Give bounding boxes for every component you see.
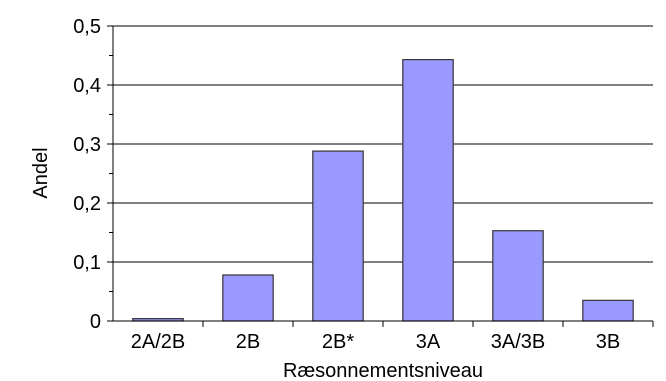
y-tick-label: 0,5 <box>73 16 101 38</box>
y-tick-label: 0,2 <box>73 193 101 215</box>
x-tick-label: 3B <box>596 331 620 353</box>
bar <box>402 59 454 322</box>
x-tick-label: 3A <box>416 331 441 353</box>
x-tick-label: 2B <box>236 331 260 353</box>
x-tick-label: 3A/3B <box>491 331 545 353</box>
bar <box>222 274 274 322</box>
y-ticks: 0 0,1 0,2 0,3 0,4 0,5 <box>73 16 113 333</box>
bar <box>582 299 634 322</box>
x-tick-label: 2B* <box>322 331 354 353</box>
y-tick-label: 0,3 <box>73 134 101 156</box>
bar <box>492 230 544 322</box>
y-axis-label: Andel <box>30 147 52 198</box>
y-tick-label: 0 <box>90 311 101 333</box>
bars <box>132 59 634 322</box>
y-tick-label: 0,1 <box>73 252 101 274</box>
y-tick-label: 0,4 <box>73 75 101 97</box>
x-ticks: 2A/2B 2B 2B* 3A 3A/3B 3B <box>131 321 654 353</box>
plot-area <box>113 26 653 321</box>
bar <box>312 150 364 322</box>
x-tick-label: 2A/2B <box>131 331 185 353</box>
gridlines <box>113 25 653 263</box>
x-axis-label: Ræsonnementsniveau <box>283 360 483 381</box>
